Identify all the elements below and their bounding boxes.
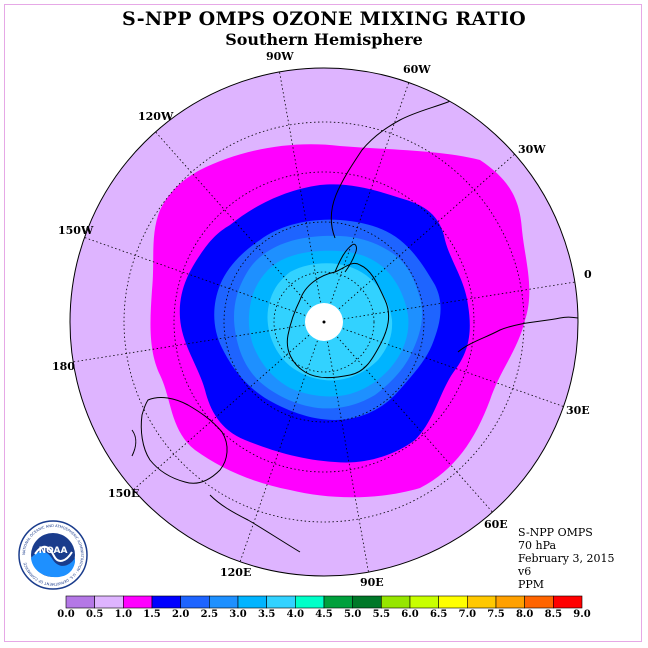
info-level: 70 hPa xyxy=(518,539,557,552)
colorbar-tick-label: 0.0 xyxy=(57,609,75,620)
map-subtitle: Southern Hemisphere xyxy=(225,30,423,49)
lon-label-60e: 60E xyxy=(484,518,508,531)
noaa-logo: NATIONAL OCEANIC AND ATMOSPHERIC ADMINIS… xyxy=(18,520,88,590)
colorbar-swatch xyxy=(553,595,583,609)
colorbar-swatch xyxy=(151,595,181,609)
colorbar-swatch xyxy=(266,595,296,609)
colorbar-tick-label: 6.0 xyxy=(401,609,419,620)
colorbar-tick-label: 2.5 xyxy=(200,609,219,620)
colorbar-swatch xyxy=(323,595,353,609)
info-units: PPM xyxy=(518,578,545,591)
info-date: February 3, 2015 xyxy=(518,552,615,565)
colorbar-tick-label: 9.0 xyxy=(573,609,591,620)
colorbar-tick-label: 1.0 xyxy=(114,609,133,620)
colorbar-tick-label: 8.0 xyxy=(515,609,534,620)
lon-label-120w: 120W xyxy=(138,110,174,123)
lon-label-30w: 30W xyxy=(518,143,546,156)
colorbar-swatch xyxy=(65,595,95,609)
colorbar-tick-label: 3.0 xyxy=(229,609,247,620)
lon-label-0: 0 xyxy=(584,268,592,281)
colorbar-swatch xyxy=(524,595,554,609)
colorbar-tick-label: 5.0 xyxy=(343,609,362,620)
meridians xyxy=(72,68,576,576)
info-instrument: S-NPP OMPS xyxy=(518,526,593,539)
lon-label-180: 180 xyxy=(52,360,75,373)
colorbar-swatch xyxy=(438,595,468,609)
colorbar-tick-label: 3.5 xyxy=(257,609,276,620)
colorbar-swatch xyxy=(381,595,411,609)
colorbar-tick-label: 7.5 xyxy=(487,609,505,620)
colorbar-swatch xyxy=(94,595,124,609)
lon-label-90w: 90W xyxy=(266,50,294,63)
colorbar-swatch xyxy=(123,595,153,609)
colorbar-tick-label: 2.0 xyxy=(171,609,190,620)
colorbar-swatch xyxy=(295,595,325,609)
colorbar-tick-label: 1.5 xyxy=(143,609,161,620)
south-pole-marker xyxy=(322,320,326,324)
colorbar-tick-label: 8.5 xyxy=(544,609,563,620)
lon-label-150w: 150W xyxy=(58,224,94,237)
colorbar-swatch xyxy=(209,595,239,609)
lon-label-120e: 120E xyxy=(220,566,252,579)
colorbar-tick-label: 4.0 xyxy=(286,609,305,620)
colorbar-swatch xyxy=(352,595,382,609)
colorbar-swatch xyxy=(237,595,267,609)
colorbar-swatch xyxy=(180,595,210,609)
colorbar xyxy=(65,595,583,609)
colorbar-swatch xyxy=(495,595,525,609)
map-title: S-NPP OMPS OZONE MIXING RATIO xyxy=(121,8,527,30)
colorbar-tick-label: 0.5 xyxy=(85,609,104,620)
colorbar-tick-label: 6.5 xyxy=(429,609,448,620)
info-version: v6 xyxy=(518,565,532,578)
lon-label-30e: 30E xyxy=(566,404,590,417)
noaa-logo-text: NOAA xyxy=(39,546,68,556)
info-block: S-NPP OMPS 70 hPa February 3, 2015 v6 PP… xyxy=(518,526,614,591)
colorbar-tick-label: 4.5 xyxy=(315,609,333,620)
lon-label-60w: 60W xyxy=(403,63,431,76)
colorbar-swatch xyxy=(409,595,439,609)
colorbar-tick-label: 5.5 xyxy=(372,609,391,620)
latitude-circles xyxy=(123,121,525,523)
colorbar-swatch xyxy=(467,595,497,609)
colorbar-tick-label: 7.0 xyxy=(458,609,477,620)
lon-label-150e: 150E xyxy=(108,487,140,500)
lon-label-90e: 90E xyxy=(360,576,384,589)
